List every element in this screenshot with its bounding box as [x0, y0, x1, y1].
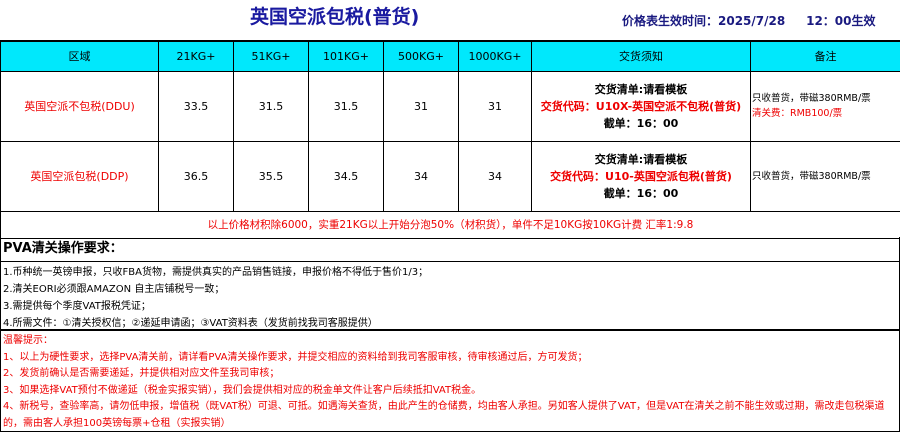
cutoff: 截单：16：00	[603, 116, 679, 130]
notice-cell: 交货清单:请看模板交货代码：U10-英国空派包税(普货) 截单：16：00	[531, 140, 751, 212]
header-cell: 101KG+	[308, 40, 384, 72]
region-cell: 英国空派包税(DDP)	[0, 140, 159, 212]
pva-list: 1.币种统一英镑申报，只收FBA货物，需提供真实的产品销售链接，申报价格不得低于…	[0, 262, 900, 330]
pva-title-section: PVA清关操作要求：	[0, 237, 900, 262]
tips-title: 温馨提示：	[3, 335, 53, 346]
price-note-row: 以上价格材积除6000，实重21KG以上开始分泡50%（材积货），单件不足10K…	[0, 210, 900, 239]
price-cell: 34	[383, 140, 459, 212]
pva-item: 3.需提供每个季度VAT报税凭证；	[3, 301, 151, 312]
table-row: 英国空派不包税(DDU) 33.5 31.5 31.5 31 31 交货清单:请…	[0, 70, 900, 142]
price-cell: 35.5	[233, 140, 309, 212]
header-cell: 51KG+	[233, 40, 309, 72]
header-cell: 21KG+	[158, 40, 234, 72]
region-cell: 英国空派不包税(DDU)	[0, 70, 159, 142]
price-cell: 34.5	[308, 140, 384, 212]
notice-list: 交货清单:请看模板	[594, 82, 688, 96]
remark-cell: 只收普货，带磁380RMB/票	[750, 140, 900, 212]
table-header: 区域 21KG+ 51KG+ 101KG+ 500KG+ 1000KG+ 交货须…	[0, 40, 900, 72]
header-cell: 备注	[750, 40, 900, 72]
page-title: 英国空派包税(普货)	[250, 6, 420, 28]
remark: 只收普货，带磁380RMB/票	[752, 93, 871, 104]
notice-code: 交货代码：U10X-英国空派不包税(普货)	[540, 99, 742, 113]
pva-item: 2.清关EORI必须跟AMAZON 自主店铺税号一致；	[3, 284, 225, 295]
price-note: 以上价格材积除6000，实重21KG以上开始分泡50%（材积货），单件不足10K…	[0, 210, 900, 239]
header-cell: 1000KG+	[458, 40, 532, 72]
price-cell: 31	[458, 70, 532, 142]
pva-title: PVA清关操作要求：	[3, 241, 123, 256]
notice-code: 交货代码：U10-英国空派包税(普货)	[550, 169, 732, 183]
remark-fee: 清关费：RMB100/票	[752, 108, 843, 119]
tips-section: 温馨提示： 1、以上为硬性要求，选择PVA清关前，请详看PVA清关操作要求，并提…	[0, 330, 900, 432]
remark-cell: 只收普货，带磁380RMB/票 清关费：RMB100/票	[750, 70, 900, 142]
tips-item: 4、新税号，查验率高，请勿低申报，增值税（既VAT税）可退、可抵。如遇海关查货，…	[3, 401, 885, 429]
tips-item: 3、如果选择VAT预付不做递延（税金实报实销），我们会提供相对应的税金单文件让客…	[3, 384, 482, 396]
header-cell: 区域	[0, 40, 159, 72]
pva-item: 4.所需文件：①清关授权信；②递延申请函；③VAT资料表（发货前找我司客服提供）	[3, 318, 378, 329]
price-table: 区域 21KG+ 51KG+ 101KG+ 500KG+ 1000KG+ 交货须…	[0, 40, 900, 239]
table-row: 英国空派包税(DDP) 36.5 35.5 34.5 34 34 交货清单:请看…	[0, 140, 900, 212]
price-cell: 31.5	[308, 70, 384, 142]
header-cell: 交货须知	[531, 40, 751, 72]
tips-item: 1、以上为硬性要求，选择PVA清关前，请详看PVA清关操作要求，并提交相应的资料…	[3, 351, 588, 363]
price-cell: 33.5	[158, 70, 234, 142]
price-cell: 36.5	[158, 140, 234, 212]
price-cell: 31.5	[233, 70, 309, 142]
price-cell: 34	[458, 140, 532, 212]
notice-cell: 交货清单:请看模板交货代码：U10X-英国空派不包税(普货) 截单：16：00	[531, 70, 751, 142]
header-cell: 500KG+	[383, 40, 459, 72]
price-cell: 31	[383, 70, 459, 142]
pva-item: 1.币种统一英镑申报，只收FBA货物，需提供真实的产品销售链接，申报价格不得低于…	[3, 267, 429, 278]
effective-date: 价格表生效时间：2025/7/28 12：00生效	[622, 14, 876, 28]
cutoff: 截单：16：00	[603, 186, 679, 200]
remark: 只收普货，带磁380RMB/票	[752, 170, 871, 182]
tips-item: 2、发货前确认是否需要递延，并提供相对应文件至我司审核；	[3, 368, 280, 379]
notice-list: 交货清单:请看模板	[594, 152, 688, 166]
